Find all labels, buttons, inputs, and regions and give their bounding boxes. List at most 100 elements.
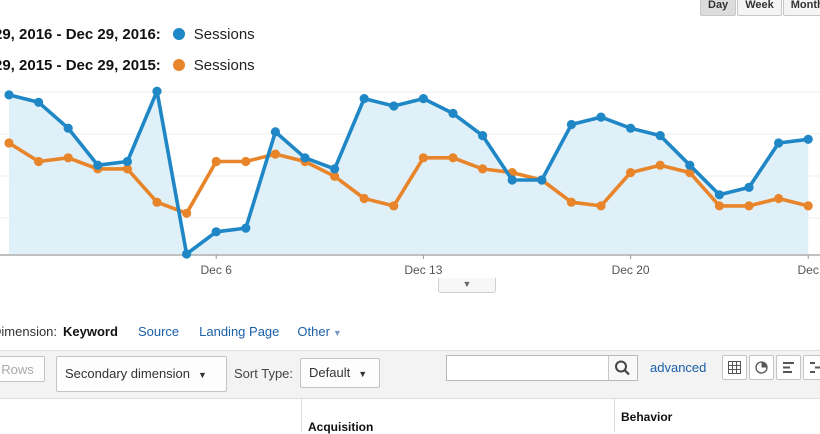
series-1-point [122, 164, 132, 174]
series-0-point [182, 249, 192, 259]
x-tick-label: Dec 13 [404, 263, 442, 277]
series-0-point [803, 134, 813, 144]
series-1-point [744, 201, 754, 211]
pie-view-icon [755, 361, 768, 374]
legend-range-previous: 29, 2015 - Dec 29, 2015: [0, 56, 161, 74]
dimension-other-label: Other [297, 324, 330, 339]
series-1-point [655, 160, 665, 170]
series-1-point [182, 208, 192, 218]
series-0-point [714, 190, 725, 200]
performance-view-icon [783, 362, 794, 373]
table-view-icon [728, 361, 741, 374]
acquisition-header: Acquisition [308, 420, 374, 434]
column-divider [301, 398, 302, 432]
month-button[interactable]: Month [782, 0, 820, 16]
secondary-dimension-label: Secondary dimension [65, 366, 191, 381]
series-1-point [152, 197, 162, 207]
series-0-point [448, 108, 458, 118]
x-tick-label: Dec [798, 263, 819, 277]
series-0-point [507, 175, 517, 185]
series-1-point [241, 156, 251, 167]
series-1-point [685, 168, 695, 178]
series-1-point [389, 201, 399, 211]
dimension-keyword[interactable]: Keyword [63, 324, 118, 339]
series-0-point [537, 175, 547, 185]
chevron-down-icon: ▼ [332, 328, 342, 338]
primary-dimension-label: Dimension: [0, 324, 58, 339]
performance-view-button[interactable] [776, 355, 801, 380]
series-0-point [152, 86, 162, 96]
week-button[interactable]: Week [737, 0, 782, 16]
series-1-point [34, 156, 44, 167]
series-0-point [655, 131, 665, 141]
series-0-point [4, 90, 14, 100]
search-button[interactable] [608, 356, 637, 380]
table-search-field[interactable] [446, 355, 638, 381]
advanced-filter-link[interactable]: advanced [650, 360, 707, 375]
legend-row-previous: 29, 2015 - Dec 29, 2015: Sessions [0, 54, 255, 76]
plot-rows-label: Rows [1, 362, 34, 377]
sessions-area-fill [9, 91, 809, 254]
series-0-point [300, 153, 310, 163]
series-line-1 [8, 141, 809, 216]
chevron-down-icon: ▼ [198, 370, 207, 380]
series-0-point [93, 160, 103, 170]
granularity-buttons: Day Week Month [700, 0, 820, 16]
primary-dimension-bar: Dimension: Keyword Source Landing Page O… [0, 324, 342, 339]
series-0-point [478, 131, 488, 141]
series-1-point [626, 168, 636, 178]
series-1-point [270, 149, 280, 159]
dimension-other[interactable]: Other ▼ [297, 324, 341, 339]
plot-rows-button[interactable]: Rows [0, 356, 45, 382]
comparison-view-button[interactable] [803, 355, 820, 380]
report-table-header [0, 398, 820, 433]
series-0-point [330, 164, 340, 174]
series-0-point [596, 112, 606, 122]
series-0-point [418, 94, 428, 104]
series-1-point [566, 197, 577, 207]
series-1-point [774, 193, 784, 204]
series-1-point [330, 171, 340, 181]
dimension-source[interactable]: Source [137, 324, 180, 339]
legend-dot-orange [172, 59, 185, 71]
dimension-landing-page[interactable]: Landing Page [199, 324, 280, 339]
legend-row-current: 29, 2016 - Dec 29, 2016: Sessions [0, 23, 255, 45]
sort-type-dropdown[interactable]: Default ▼ [300, 358, 380, 388]
day-button[interactable]: Day [700, 0, 737, 16]
chart-collapse-toggle[interactable]: ▼ [438, 278, 496, 293]
legend-metric-current: Sessions [193, 25, 255, 43]
series-1-point [4, 138, 14, 148]
pie-view-button[interactable] [749, 355, 774, 380]
column-divider [614, 398, 615, 432]
legend-range-current: 29, 2016 - Dec 29, 2016: [0, 25, 161, 43]
x-tick-label: Dec 20 [612, 263, 650, 277]
series-0-point [774, 138, 784, 148]
sessions-line-chart: Dec 6 Dec 13 Dec 20 Dec [0, 86, 820, 277]
series-1-point [211, 156, 221, 167]
x-tick-label: Dec 6 [201, 263, 233, 277]
legend-dot-blue [172, 28, 185, 40]
series-0-point [241, 223, 251, 233]
behavior-header: Behavior [621, 410, 673, 424]
series-1-point [478, 164, 488, 174]
series-1-point [714, 201, 725, 211]
series-0-point [122, 156, 132, 167]
table-view-button[interactable] [722, 355, 747, 380]
search-icon [615, 360, 630, 376]
series-0-point [685, 160, 695, 170]
series-1-point [63, 153, 73, 163]
series-0-point [211, 227, 221, 237]
series-1-point [448, 153, 458, 163]
series-1-point [803, 201, 813, 211]
series-line-0 [8, 89, 809, 256]
comparison-view-icon [810, 362, 820, 373]
series-1-point [418, 153, 428, 163]
legend-metric-previous: Sessions [193, 56, 255, 74]
series-1-point [359, 193, 369, 204]
series-0-point [744, 182, 754, 192]
secondary-dimension-dropdown[interactable]: Secondary dimension ▼ [56, 356, 227, 392]
series-1-point [596, 201, 606, 211]
series-0-point [63, 123, 73, 133]
series-0-point [566, 119, 577, 130]
series-0-point [626, 123, 636, 133]
